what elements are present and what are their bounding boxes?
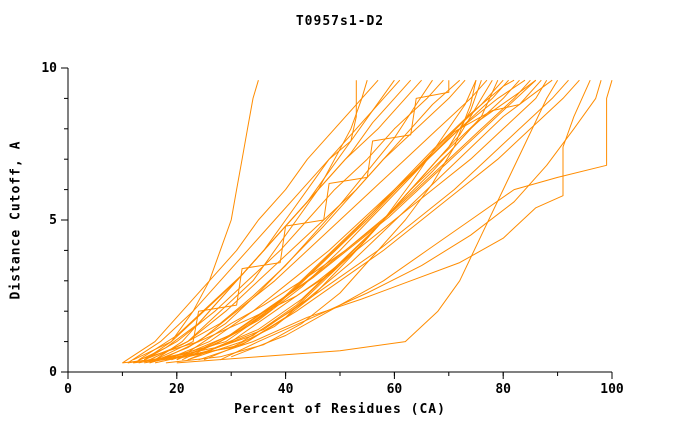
x-tick-label: 60 — [387, 382, 403, 397]
model-curve — [171, 79, 542, 361]
x-tick-label: 0 — [64, 382, 72, 397]
x-tick-label: 20 — [169, 382, 185, 397]
x-tick-label: 40 — [278, 382, 294, 397]
model-curve — [220, 80, 602, 361]
y-tick-label: 10 — [41, 61, 57, 76]
model-curve — [127, 79, 401, 364]
y-tick-label: 5 — [49, 213, 57, 228]
model-curve — [143, 79, 444, 361]
model-curve — [187, 79, 548, 361]
model-curve — [144, 79, 537, 364]
model-curve — [143, 80, 259, 361]
chart-title: T0957s1-D2 — [295, 14, 385, 29]
model-curve — [165, 80, 477, 364]
y-tick-label: 0 — [49, 365, 57, 380]
model-curve — [149, 79, 461, 364]
model-curve — [203, 79, 580, 361]
model-curve — [122, 79, 379, 364]
model-curve — [160, 79, 488, 361]
model-curve — [187, 79, 569, 361]
model-curve — [165, 79, 509, 361]
model-curve — [149, 79, 466, 361]
model-curve — [149, 80, 368, 361]
model-curve — [181, 79, 537, 361]
model-curve — [149, 79, 515, 364]
model-curve — [144, 79, 433, 361]
x-tick-label: 80 — [495, 382, 511, 397]
model-curve — [160, 79, 504, 361]
x-tick-label: 100 — [600, 382, 624, 397]
model-curve — [231, 80, 613, 358]
model-curve — [176, 79, 559, 364]
model-curve — [154, 79, 553, 364]
model-curve — [133, 79, 422, 361]
model-curve — [198, 79, 591, 361]
x-axis-label: Percent of Residues (CA) — [234, 402, 446, 417]
